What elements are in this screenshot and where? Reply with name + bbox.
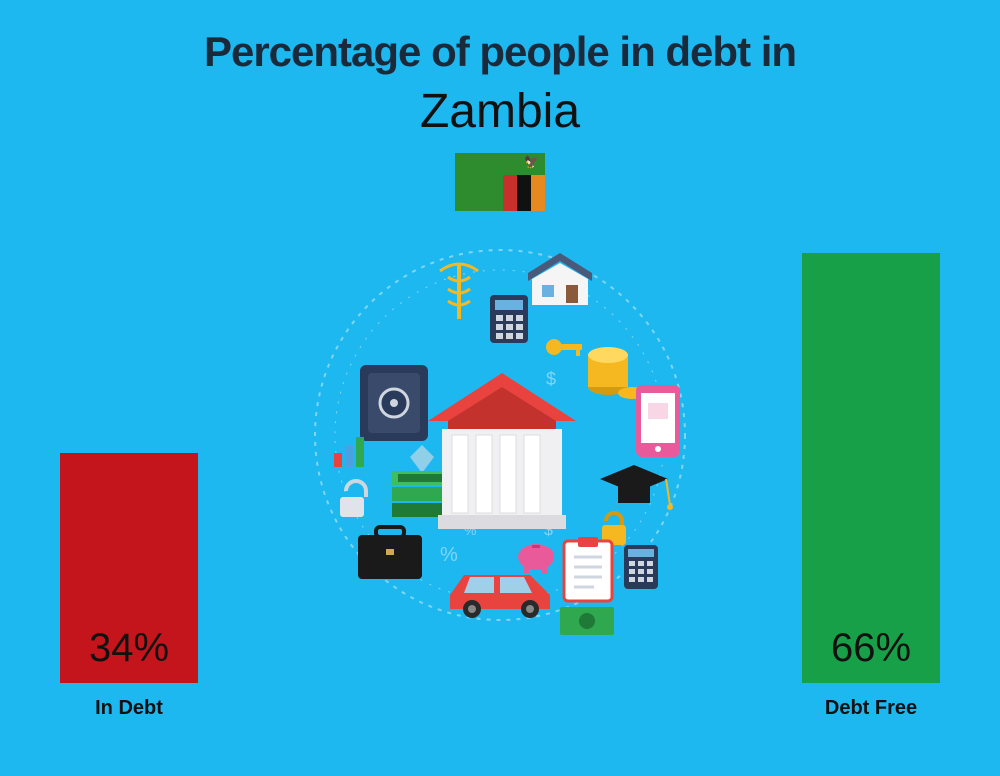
bar-debt-free-value: 66% <box>831 626 911 683</box>
flag-stripe-orange <box>531 175 545 211</box>
svg-text:$: $ <box>546 369 556 389</box>
bar-debt-free-group: 66% Debt Free <box>802 253 940 720</box>
bar-in-debt-value: 34% <box>89 626 169 683</box>
bar-in-debt-label: In Debt <box>95 697 163 720</box>
eagle-icon: 🦅 <box>524 155 539 169</box>
zambia-flag: 🦅 <box>455 153 545 211</box>
flag-stripes <box>503 175 545 211</box>
svg-text:%: % <box>440 544 458 566</box>
finance-illustration: % % $ $ <box>300 235 700 635</box>
country-name: Zambia <box>0 84 1000 139</box>
flag-stripe-red <box>503 175 517 211</box>
bar-debt-free: 66% <box>802 253 940 683</box>
bar-in-debt: 34% <box>60 453 198 683</box>
bar-debt-free-label: Debt Free <box>825 697 917 720</box>
bar-in-debt-group: 34% In Debt <box>60 453 198 720</box>
page-title: Percentage of people in debt in <box>0 0 1000 76</box>
flag-stripe-black <box>517 175 531 211</box>
